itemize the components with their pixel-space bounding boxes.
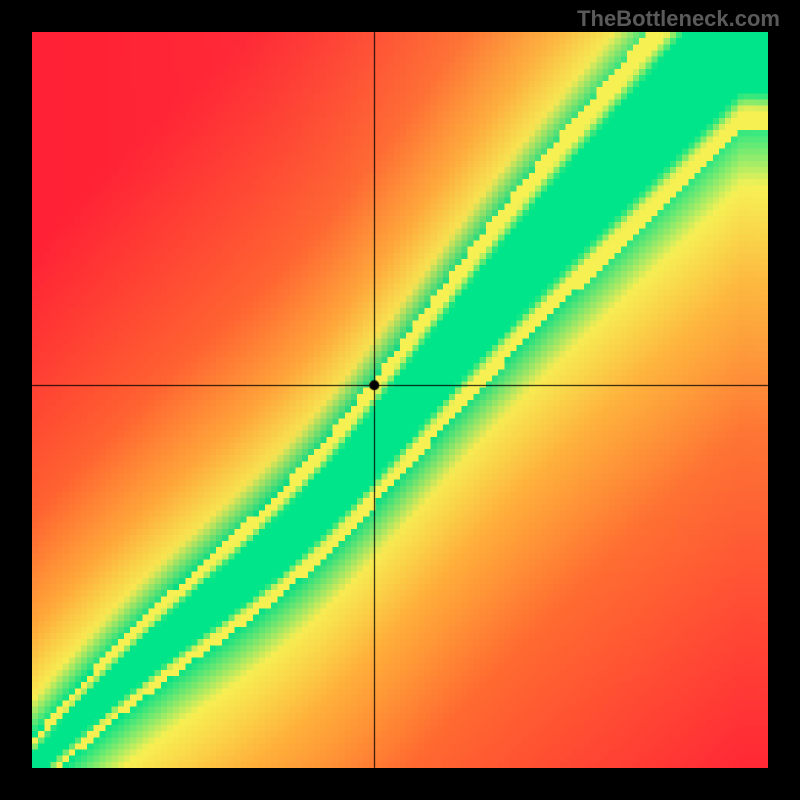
watermark-text: TheBottleneck.com	[577, 6, 780, 32]
crosshair-overlay	[0, 0, 800, 800]
chart-container: TheBottleneck.com	[0, 0, 800, 800]
